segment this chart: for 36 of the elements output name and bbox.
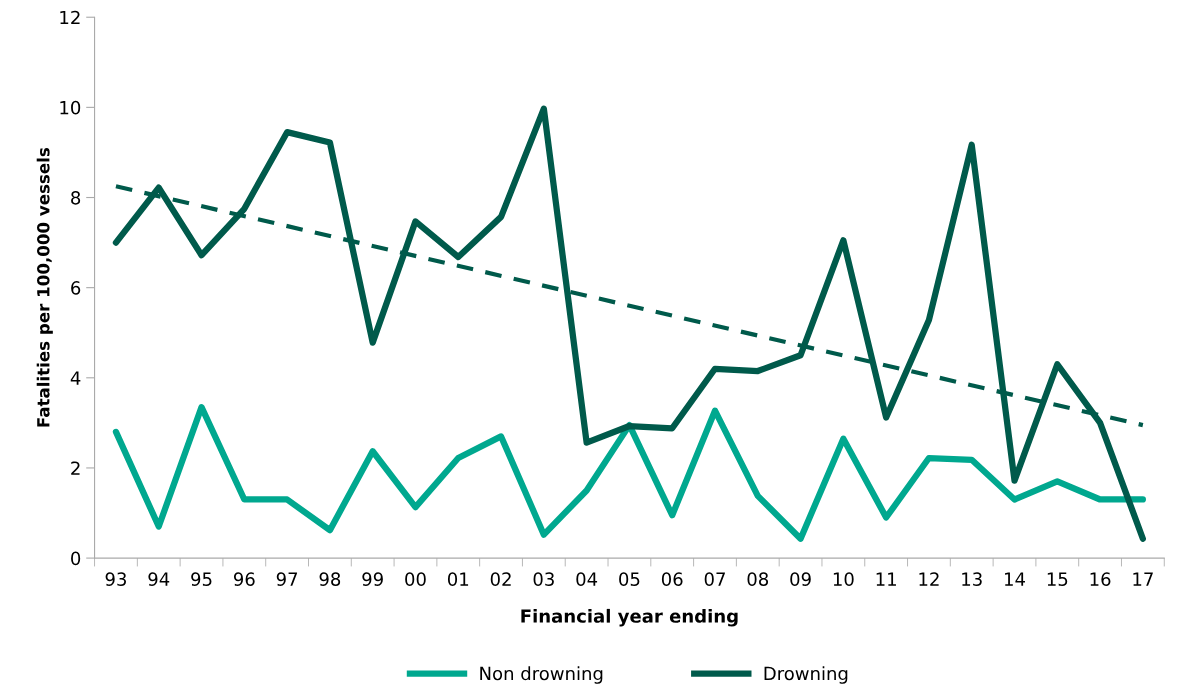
x-tick-label: 94 [148,572,170,586]
x-tick-label: 16 [1090,572,1111,586]
x-tick-label: 09 [790,572,811,586]
y-tick-label: 4 [70,371,81,385]
x-tick-label: 98 [319,572,341,586]
y-tick-label: 0 [71,551,81,566]
y-tick-label: 6 [71,281,81,295]
x-tick-label: 04 [576,572,598,586]
x-tick-label: 17 [1133,572,1153,586]
x-tick-label: 15 [1047,572,1068,586]
y-tick-label: 8 [71,190,81,205]
y-tick-label: 2 [71,461,80,475]
x-tick-label: 00 [405,572,426,586]
y-tick-label: 12 [60,10,80,25]
x-tick-label: 13 [962,572,982,586]
x-tick-label: 05 [619,572,640,586]
x-tick-label: 01 [447,572,469,586]
x-tick-label: 08 [747,572,769,586]
x-tick-label: 02 [490,572,511,586]
x-axis-title: Financial year ending [521,608,738,627]
x-tick-label: 07 [704,572,725,586]
x-tick-label: 12 [919,572,939,586]
y-axis-title: Fatalities per 100,000 vessels [36,147,53,427]
x-tick-label: 14 [1005,572,1025,586]
x-tick-label: 03 [533,572,554,586]
x-tick-label: 11 [876,572,896,586]
y-tick-label: 10 [60,100,81,115]
x-tick-label: 99 [362,572,383,586]
x-tick-label: 97 [276,572,298,586]
x-tick-label: 93 [105,572,126,586]
x-tick-label: 06 [661,572,683,586]
x-tick-label: 95 [191,572,212,586]
legend-label: Non drowning [480,666,603,684]
x-tick-label: 96 [233,572,255,586]
legend-label: Drowning [764,666,848,684]
x-tick-label: 10 [833,572,854,586]
